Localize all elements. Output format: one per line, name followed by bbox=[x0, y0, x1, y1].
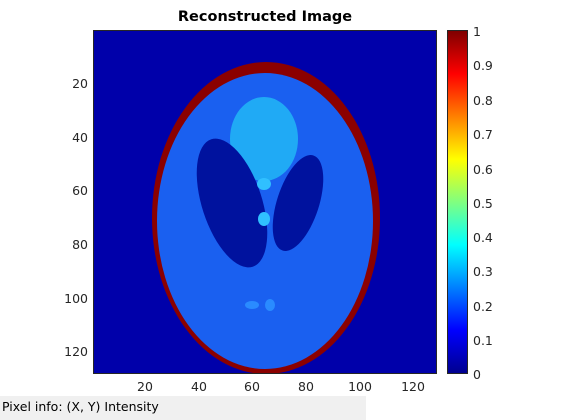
x-tick-label: 20 bbox=[137, 379, 153, 394]
colorbar-tick-label: 0.8 bbox=[473, 93, 493, 108]
small-spot-3 bbox=[245, 301, 259, 309]
colorbar-tick-label: 0.3 bbox=[473, 264, 493, 279]
colorbar-tick-label: 0.1 bbox=[473, 333, 493, 348]
y-tick-label: 40 bbox=[72, 130, 88, 145]
colorbar-tick-label: 1 bbox=[473, 24, 481, 39]
colorbar-tick-label: 0.5 bbox=[473, 196, 493, 211]
pixel-info-bar: Pixel info: (X, Y) Intensity bbox=[0, 396, 366, 420]
colorbar-tick-label: 0.6 bbox=[473, 162, 493, 177]
upper-region bbox=[230, 97, 298, 181]
y-tick-label: 120 bbox=[64, 344, 88, 359]
y-tick-label: 80 bbox=[72, 237, 88, 252]
y-tick-label: 20 bbox=[72, 76, 88, 91]
colorbar-tick-label: 0.4 bbox=[473, 230, 493, 245]
left-ventricle bbox=[196, 138, 268, 268]
x-tick-label: 60 bbox=[244, 379, 260, 394]
colorbar[interactable] bbox=[447, 30, 468, 374]
small-spot-2 bbox=[258, 212, 270, 226]
colorbar-tick-label: 0.7 bbox=[473, 127, 493, 142]
pixel-info-value: (X, Y) Intensity bbox=[66, 399, 159, 414]
x-tick-label: 40 bbox=[191, 379, 207, 394]
y-tick-label: 100 bbox=[64, 291, 88, 306]
colorbar-tick-label: 0.9 bbox=[473, 58, 493, 73]
figure-title: Reconstructed Image bbox=[177, 9, 353, 25]
x-tick-label: 120 bbox=[401, 379, 425, 394]
colorbar-tick-label: 0 bbox=[473, 367, 481, 382]
right-ventricle bbox=[272, 155, 324, 251]
pixel-info-label: Pixel info: bbox=[2, 399, 63, 414]
image-axes[interactable] bbox=[93, 30, 437, 374]
x-tick-label: 100 bbox=[348, 379, 372, 394]
small-spot-1 bbox=[257, 178, 271, 190]
colorbar-tick-label: 0.2 bbox=[473, 299, 493, 314]
small-spot-4 bbox=[265, 299, 275, 311]
x-tick-label: 80 bbox=[298, 379, 314, 394]
reconstructed-image bbox=[94, 31, 436, 373]
y-tick-label: 60 bbox=[72, 183, 88, 198]
